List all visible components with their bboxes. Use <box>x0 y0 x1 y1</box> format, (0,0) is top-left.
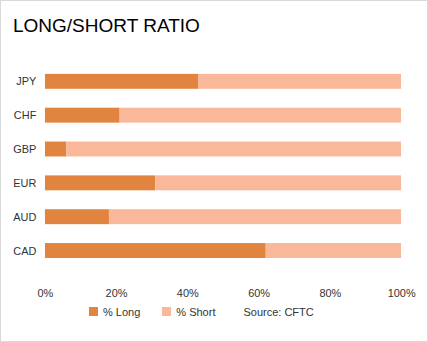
svg-text:JPY: JPY <box>16 75 37 87</box>
html-text:% Long: % Long <box>103 305 141 318</box>
svg-text:CHF: CHF <box>14 109 37 121</box>
svg-text:40%: 40% <box>177 287 199 299</box>
svg-text:0%: 0% <box>37 287 53 299</box>
svg-text:80%: 80% <box>319 287 341 299</box>
html-text:Source: CFTC: Source: CFTC <box>243 305 314 318</box>
svg-text:20%: 20% <box>106 287 128 299</box>
svg-text:GBP: GBP <box>13 143 36 155</box>
svg-text:60%: 60% <box>248 287 270 299</box>
svg-text:100%: 100% <box>388 287 416 299</box>
html-text:% Short: % Short <box>176 305 216 318</box>
svg-text:CAD: CAD <box>13 245 36 257</box>
svg-text:AUD: AUD <box>13 211 36 223</box>
svg-text:EUR: EUR <box>13 177 36 189</box>
html-text:LONG/SHORT RATIO: LONG/SHORT RATIO <box>13 15 200 36</box>
